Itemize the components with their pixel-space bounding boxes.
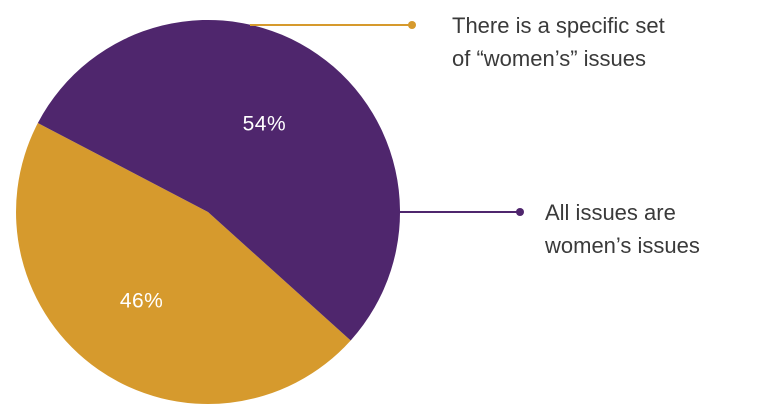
legend-label-1-line-2: of “women’s” issues: [452, 46, 646, 71]
pie-slice-2: [37, 19, 401, 341]
slice-value-label-1: 46%: [120, 289, 164, 312]
legend-dot-2: [516, 208, 524, 216]
pie-slice-1: [16, 123, 351, 404]
legend-label-2-line-1: All issues are: [545, 200, 676, 225]
legend-label-2-line-2: women’s issues: [544, 233, 700, 258]
slice-value-label-2: 54%: [243, 113, 287, 136]
legend-dot-1: [408, 21, 416, 29]
legend-label-1-line-1: There is a specific set: [452, 13, 665, 38]
